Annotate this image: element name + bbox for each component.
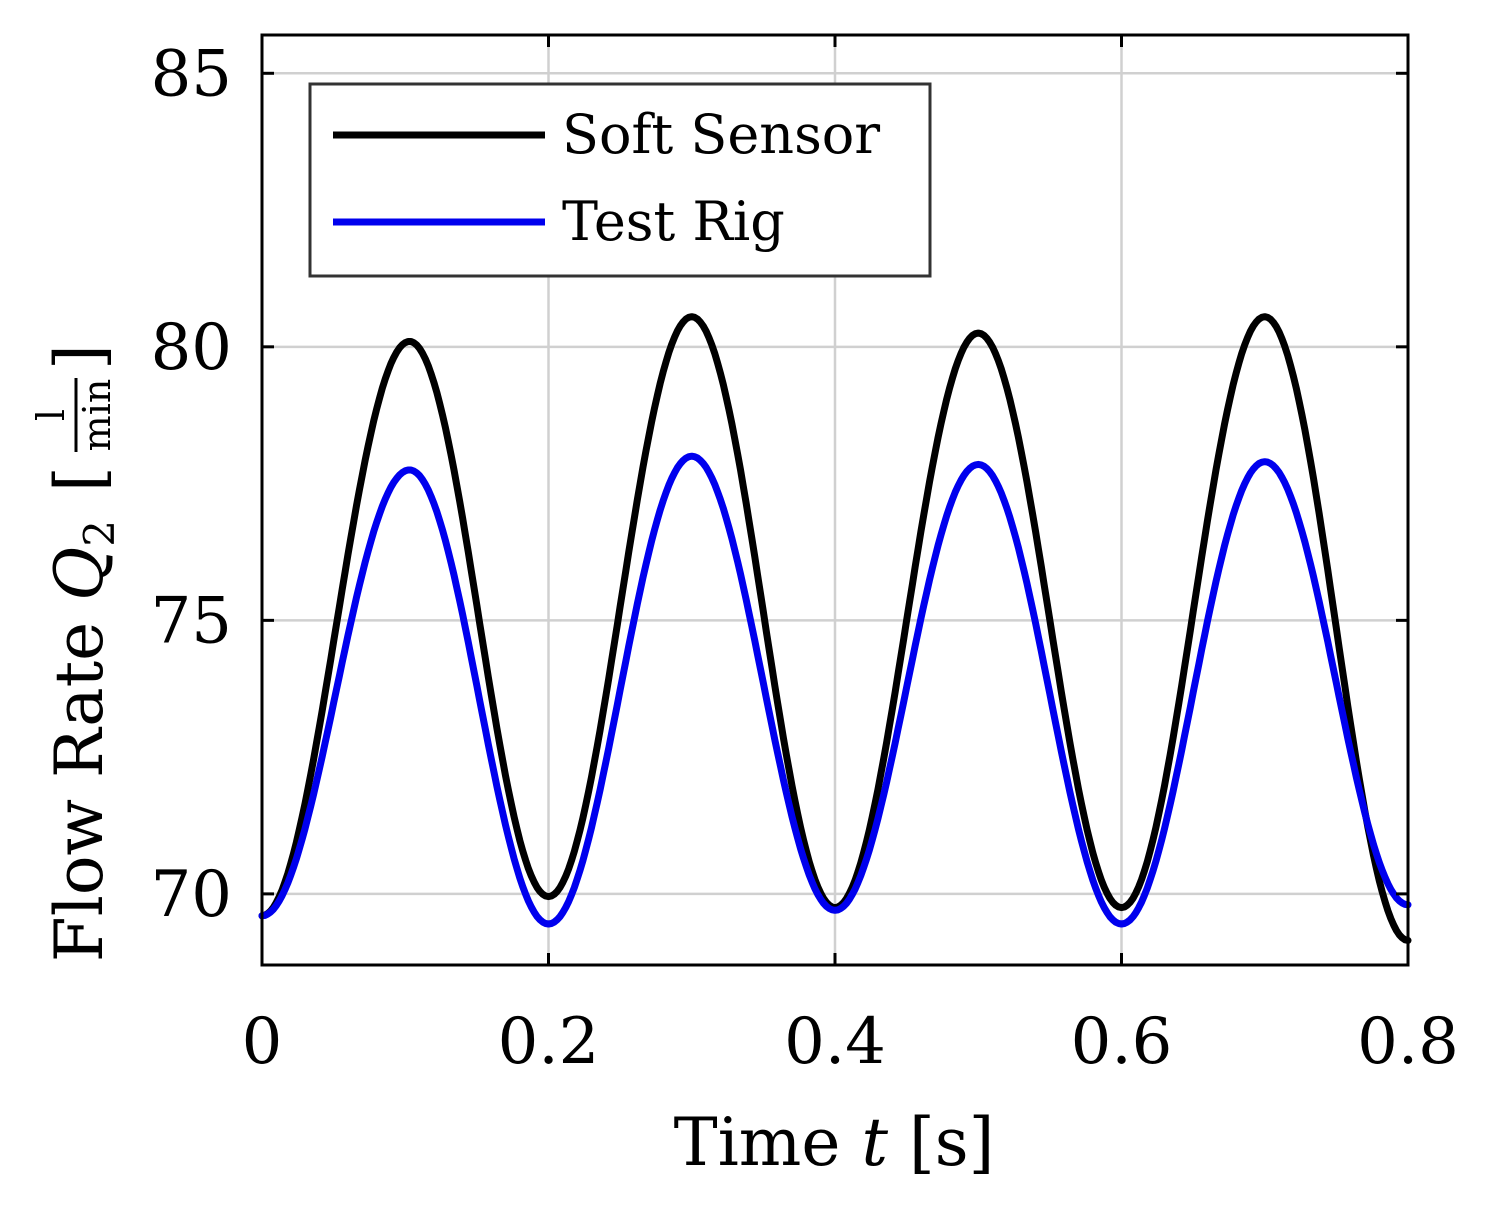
legend: Soft Sensor Test Rig [310,84,930,276]
y-axis-unit-right-bracket: ] [41,344,118,370]
flow-rate-chart: 0 0.2 0.4 0.6 0.8 70 75 80 85 Time t [s] Flow Ra… [0,0,1488,1216]
y-tick-label: 80 [151,311,232,385]
x-tick-label: 0.6 [1071,1005,1173,1079]
x-axis-label: Time t [s] [674,1104,995,1181]
x-axis-label-unit: [s] [909,1104,994,1181]
x-axis-label-gap [888,1104,909,1181]
x-tick-label: 0.2 [498,1005,600,1079]
y-axis-label-name: Flow Rate [41,601,118,962]
y-axis-label-symbol: Q [41,547,118,601]
x-axis-label-symbol: t [861,1104,888,1181]
y-tick-label: 70 [151,858,232,932]
y-axis-unit-denominator: min [75,379,119,452]
y-axis-unit-numerator: l [29,409,73,421]
y-axis-unit-left-bracket: [ [41,466,118,492]
x-axis-label-name: Time [674,1104,862,1181]
x-tick-label: 0 [242,1005,283,1079]
y-tick-label: 85 [151,37,232,111]
x-tick-label: 0.8 [1357,1005,1459,1079]
y-axis-label-main: Flow Rate Q2 [41,520,124,962]
y-tick-label: 75 [151,584,232,658]
legend-label-soft-sensor: Soft Sensor [562,103,880,166]
x-tick-label: 0.4 [784,1005,886,1079]
legend-label-test-rig: Test Rig [562,190,785,253]
y-axis-label-subscript: 2 [75,520,124,547]
